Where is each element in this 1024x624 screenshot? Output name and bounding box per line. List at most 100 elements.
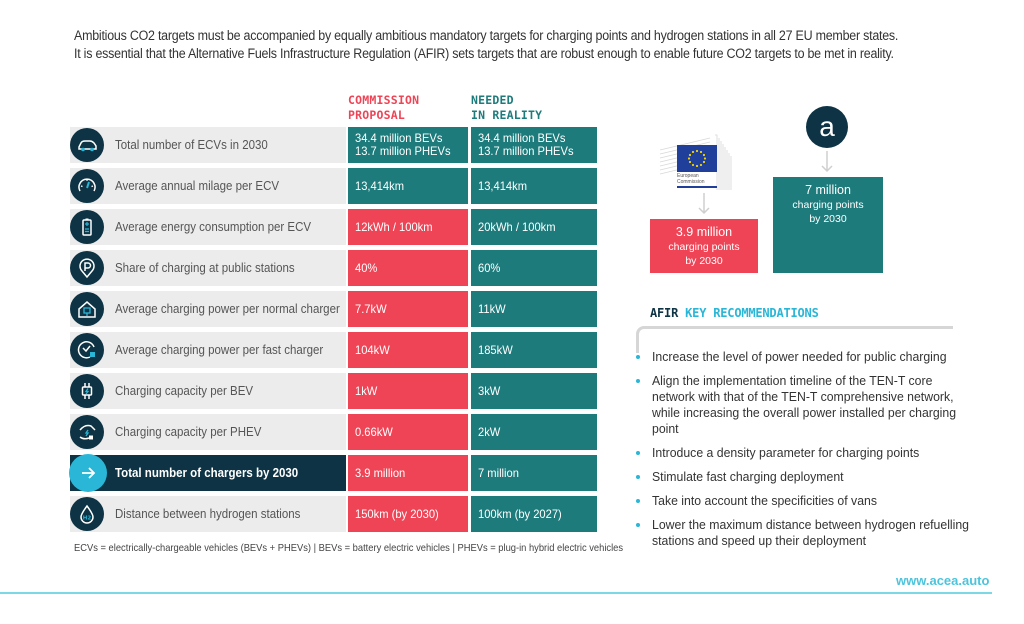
row-label: Charging capacity per PHEV <box>115 425 262 439</box>
commission-proposal-text: 40% <box>355 260 378 275</box>
row-label-cell: Charging capacity per BEV <box>70 373 346 409</box>
needed-in-reality-value: 13,414km <box>471 168 597 204</box>
row-label: Total number of ECVs in 2030 <box>115 138 268 152</box>
hydrogen-drop-icon: H2 <box>70 497 104 531</box>
commission-proposal-value: 104kW <box>348 332 468 368</box>
recommendation-item: Introduce a density parameter for chargi… <box>634 445 974 461</box>
table-row: Average annual milage per ECV 13,414km 13,… <box>70 168 597 204</box>
needed-in-reality-value: 185kW <box>471 332 597 368</box>
acea-logo-letter: a <box>819 111 835 142</box>
plug-icon <box>70 374 104 408</box>
needed-in-reality-text: 20kWh / 100km <box>478 219 556 234</box>
ec-caption: European Commission <box>677 173 705 185</box>
recommendation-item: Lower the maximum distance between hydro… <box>634 517 974 549</box>
row-label: Charging capacity per BEV <box>115 384 254 398</box>
recommendations-title-afir: AFIR <box>650 306 679 320</box>
recommendation-text: Introduce a density parameter for chargi… <box>652 445 920 460</box>
needed-in-reality-value: 60% <box>471 250 597 286</box>
home-plug-icon <box>70 292 104 326</box>
table-row: Total number of ECVs in 2030 34.4 million… <box>70 127 597 163</box>
proposal-chargers-box: 3.9 million charging points by 2030 <box>650 219 758 273</box>
bullet-icon <box>636 355 640 359</box>
svg-text:H2: H2 <box>83 516 92 522</box>
acea-logo: a <box>806 106 848 148</box>
needed-in-reality-text: 185kW <box>478 342 513 357</box>
needed-chargers-line3: by 2030 <box>809 213 847 225</box>
footnote: ECVs = electrically-chargeable vehicles … <box>74 543 624 554</box>
website-link[interactable]: www.acea.auto <box>896 573 990 588</box>
bullet-icon <box>636 499 640 503</box>
table-row: Average energy consumption per ECV 12kWh … <box>70 209 597 245</box>
row-label: Average energy consumption per ECV <box>115 220 312 234</box>
parking-pin-icon <box>70 251 104 285</box>
row-label: Average charging power per normal charge… <box>115 302 340 316</box>
commission-proposal-text: 3.9 million <box>355 465 406 480</box>
recommendation-text: Align the implementation timeline of the… <box>652 373 957 436</box>
column-header-needed-in-reality: NEEDED IN REALITY <box>471 93 543 122</box>
table-row: Share of charging at public stations 40% 6… <box>70 250 597 286</box>
clock-plug-icon <box>70 333 104 367</box>
bullet-icon <box>636 523 640 527</box>
table-row: Charging capacity per BEV 1kW 3kW <box>70 373 597 409</box>
recommendation-text: Lower the maximum distance between hydro… <box>652 517 970 548</box>
row-label-cell: Average annual milage per ECV <box>70 168 346 204</box>
recommendations-list: Increase the level of power needed for p… <box>634 349 974 557</box>
row-label-cell: Share of charging at public stations <box>70 250 346 286</box>
commission-proposal-text: 150km (by 2030) <box>355 506 439 521</box>
recommendation-item: Align the implementation timeline of the… <box>634 373 974 437</box>
arrow-right-icon <box>69 454 107 492</box>
eu-stars-icon <box>687 149 707 168</box>
needed-in-reality-text: 11kW <box>478 301 506 316</box>
recommendation-text: Stimulate fast charging deployment <box>652 469 844 484</box>
battery-icon <box>70 210 104 244</box>
needed-in-reality-value: 11kW <box>471 291 597 327</box>
needed-chargers-value: 7 million <box>805 183 851 197</box>
needed-in-reality-text: 2kW <box>478 424 501 439</box>
commission-proposal-text: 34.4 million BEVs 13.7 million PHEVs <box>355 131 451 158</box>
eu-flag <box>677 145 717 172</box>
needed-in-reality-text: 100km (by 2027) <box>478 506 562 521</box>
needed-in-reality-value: 7 million <box>471 455 597 491</box>
needed-chargers-box: 7 million charging points by 2030 <box>773 177 883 273</box>
commission-proposal-value: 1kW <box>348 373 468 409</box>
commission-proposal-value: 40% <box>348 250 468 286</box>
row-label: Share of charging at public stations <box>115 261 295 275</box>
needed-in-reality-value: 100km (by 2027) <box>471 496 597 532</box>
recommendations-title-key: KEY RECOMMENDATIONS <box>685 306 819 320</box>
commission-proposal-text: 13,414km <box>355 178 405 193</box>
row-label: Total number of chargers by 2030 <box>115 466 299 480</box>
commission-proposal-text: 12kWh / 100km <box>355 219 433 234</box>
recommendations-bracket <box>636 326 953 353</box>
proposal-chargers-line3: by 2030 <box>685 255 723 267</box>
row-label: Distance between hydrogen stations <box>115 507 301 521</box>
bullet-icon <box>636 451 640 455</box>
needed-in-reality-value: 34.4 million BEVs 13.7 million PHEVs <box>471 127 597 163</box>
commission-proposal-text: 104kW <box>355 342 390 357</box>
commission-proposal-value: 12kWh / 100km <box>348 209 468 245</box>
commission-proposal-value: 3.9 million <box>348 455 468 491</box>
arrow-down-icon <box>821 151 833 173</box>
table-row: Average charging power per normal charge… <box>70 291 597 327</box>
ec-underline <box>677 186 717 188</box>
recommendation-text: Increase the level of power needed for p… <box>652 349 947 364</box>
recommendations-title: AFIR KEY RECOMMENDATIONS <box>650 306 819 320</box>
arrow-down-icon <box>698 193 710 215</box>
commission-proposal-value: 13,414km <box>348 168 468 204</box>
proposal-chargers-value: 3.9 million <box>675 225 733 239</box>
table-row: H2 Distance between hydrogen stations 150k… <box>70 496 597 532</box>
needed-in-reality-text: 7 million <box>478 465 519 480</box>
speedometer-icon <box>70 169 104 203</box>
car-icon <box>70 128 104 162</box>
needed-in-reality-value: 2kW <box>471 414 597 450</box>
commission-proposal-text: 7.7kW <box>355 301 387 316</box>
needed-in-reality-text: 34.4 million BEVs 13.7 million PHEVs <box>478 131 574 158</box>
row-label-cell: Average energy consumption per ECV <box>70 209 346 245</box>
commission-proposal-value: 150km (by 2030) <box>348 496 468 532</box>
recommendation-text: Take into account the specificities of v… <box>652 493 877 508</box>
table-row: Total number of chargers by 2030 3.9 mill… <box>69 454 597 492</box>
intro-line-2: It is essential that the Alternative Fue… <box>74 46 894 61</box>
needed-chargers-line2: charging points <box>792 199 864 211</box>
intro-text: Ambitious CO2 targets must be accompanie… <box>74 27 995 63</box>
row-label-cell: Charging capacity per PHEV <box>70 414 346 450</box>
commission-proposal-value: 34.4 million BEVs 13.7 million PHEVs <box>348 127 468 163</box>
